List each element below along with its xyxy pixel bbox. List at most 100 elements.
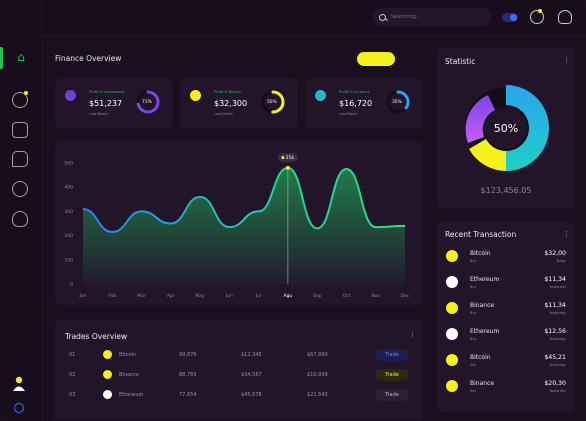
- x-tick-label: Agu: [284, 293, 293, 299]
- transaction-amount: $11,34: [544, 302, 566, 309]
- trade-button[interactable]: Trade: [375, 349, 409, 361]
- highlight-tooltip: [277, 153, 298, 162]
- finance-action-button[interactable]: [357, 52, 395, 66]
- x-tick-label: Feb: [108, 293, 116, 299]
- trade-price: $12,345: [241, 352, 262, 358]
- home-icon[interactable]: ⌂: [17, 50, 25, 64]
- transaction-date: Yesterday: [549, 337, 566, 341]
- card-percent: 35%: [392, 100, 402, 105]
- recent-more-icon[interactable]: ⋮: [563, 230, 570, 238]
- transaction-amount: $32,00: [544, 250, 566, 257]
- coin-name: Binance: [119, 372, 140, 378]
- row-number: 03: [69, 392, 76, 398]
- x-tick-label: Dec: [401, 293, 410, 299]
- trade-price: $45,678: [241, 392, 262, 398]
- sidebar-active-indicator: [0, 47, 3, 69]
- trades-more-icon[interactable]: ⋮: [409, 331, 416, 339]
- transaction-type: Buy: [470, 311, 477, 315]
- card-percent: 50%: [267, 100, 277, 105]
- bell-icon[interactable]: [558, 10, 572, 24]
- x-tick-label: Sep: [313, 293, 322, 299]
- transaction-name: Ethereum: [470, 328, 500, 335]
- trade-total: $10,999: [307, 372, 328, 378]
- y-tick-label: 100: [64, 257, 73, 263]
- transaction-amount: $20,30: [544, 380, 566, 387]
- coin-name: Bitcoin: [119, 352, 137, 358]
- card-label: Profit in Bitcoin: [214, 90, 242, 94]
- search-input[interactable]: [391, 14, 481, 20]
- transaction-date: Yesterday: [549, 285, 566, 289]
- x-tick-label: Nov: [371, 293, 380, 299]
- row-number: 01: [69, 352, 76, 358]
- sidebar: ⌂: [0, 0, 42, 421]
- avatar[interactable]: [12, 375, 26, 391]
- trade-volume: 88,765: [179, 372, 197, 378]
- card-value: $51,237: [89, 99, 123, 108]
- tooltip-label: 25k: [286, 155, 295, 161]
- chat-icon[interactable]: [12, 151, 28, 167]
- trade-button[interactable]: Trade: [375, 369, 409, 381]
- coin-icon: [103, 390, 112, 399]
- profit-card[interactable]: Profit in investment $51,237 Last Month …: [55, 78, 173, 128]
- chart-pie-icon[interactable]: [12, 92, 28, 108]
- wallet-icon[interactable]: [12, 122, 28, 138]
- coin-icon: [446, 302, 458, 314]
- trades-overview-title: Trades Overview: [65, 332, 128, 341]
- donut-segment-yellow: [469, 139, 506, 171]
- recent-transaction-title: Recent Transaction: [445, 230, 517, 239]
- transaction-date: Yesterday: [549, 389, 566, 393]
- theme-toggle[interactable]: [502, 13, 518, 22]
- recent-transaction-panel: Recent Transaction ⋮ Bitcoin Buy $32,00 …: [437, 222, 575, 412]
- settings-badge-dot: [538, 9, 542, 13]
- y-tick-label: 0: [70, 282, 73, 288]
- coin-icon: [103, 370, 112, 379]
- x-tick-label: Jun: [225, 293, 233, 299]
- transaction-amount: $45,21: [544, 354, 566, 361]
- search-box[interactable]: [373, 8, 491, 26]
- statistic-more-icon[interactable]: ⋮: [563, 56, 570, 64]
- coin-icon: [103, 350, 112, 359]
- profit-card[interactable]: Profit in currency $16,720 Last Month 35…: [305, 78, 423, 128]
- bitcoin-icon[interactable]: [12, 181, 28, 197]
- finance-chart-panel: 0 100 200 300 400 500 25k Jan Feb Mar Apr May Jun Jul…: [55, 141, 423, 305]
- x-tick-label: May: [195, 293, 205, 299]
- coin-icon: [446, 354, 458, 366]
- trades-overview-panel: Trades Overview ⋮ 01 Bitcoin 99,876 $12,…: [55, 320, 423, 420]
- top-bar: [42, 0, 586, 36]
- statistic-title: Statistic: [445, 57, 476, 66]
- transaction-name: Ethereum: [470, 276, 500, 283]
- transaction-name: Binance: [470, 302, 495, 309]
- trade-volume: 99,876: [179, 352, 197, 358]
- profit-card[interactable]: Profit in Bitcoin $32,300 Last Month 50%: [180, 78, 298, 128]
- y-tick-label: 300: [64, 209, 73, 215]
- lock-icon[interactable]: [12, 211, 28, 227]
- chart-area: [83, 167, 405, 284]
- coin-icon: [446, 380, 458, 392]
- logout-icon[interactable]: [14, 403, 24, 413]
- row-number: 02: [69, 372, 76, 378]
- transaction-name: Bitcoin: [470, 354, 491, 361]
- statistic-panel: Statistic ⋮ 50% $123,456.05: [437, 48, 575, 208]
- y-tick-label: 400: [64, 185, 73, 191]
- card-value: $32,300: [214, 99, 248, 108]
- card-note: Last Month: [339, 112, 358, 116]
- finance-area-chart: 0 100 200 300 400 500 25k Jan Feb Mar Apr May Jun Jul…: [64, 153, 410, 299]
- transaction-type: Buy: [470, 259, 477, 263]
- tooltip-dot: [281, 156, 285, 159]
- card-value: $16,720: [339, 99, 373, 108]
- progress-ring: [386, 90, 410, 114]
- trade-button[interactable]: Trade: [375, 389, 409, 401]
- y-tick-label: 500: [64, 161, 73, 167]
- trade-total: $67,890: [307, 352, 328, 358]
- coin-name: Ethereum: [119, 392, 144, 398]
- progress-ring: [261, 90, 285, 114]
- x-tick-label: Mar: [137, 293, 146, 299]
- settings-icon[interactable]: [530, 10, 544, 24]
- card-label: Profit in investment: [89, 90, 125, 94]
- notification-dot: [24, 91, 28, 95]
- coin-icon: [446, 250, 458, 262]
- transaction-type: Sell: [470, 363, 477, 367]
- transaction-date: Today: [556, 259, 566, 263]
- x-tick-label: Jan: [79, 293, 87, 299]
